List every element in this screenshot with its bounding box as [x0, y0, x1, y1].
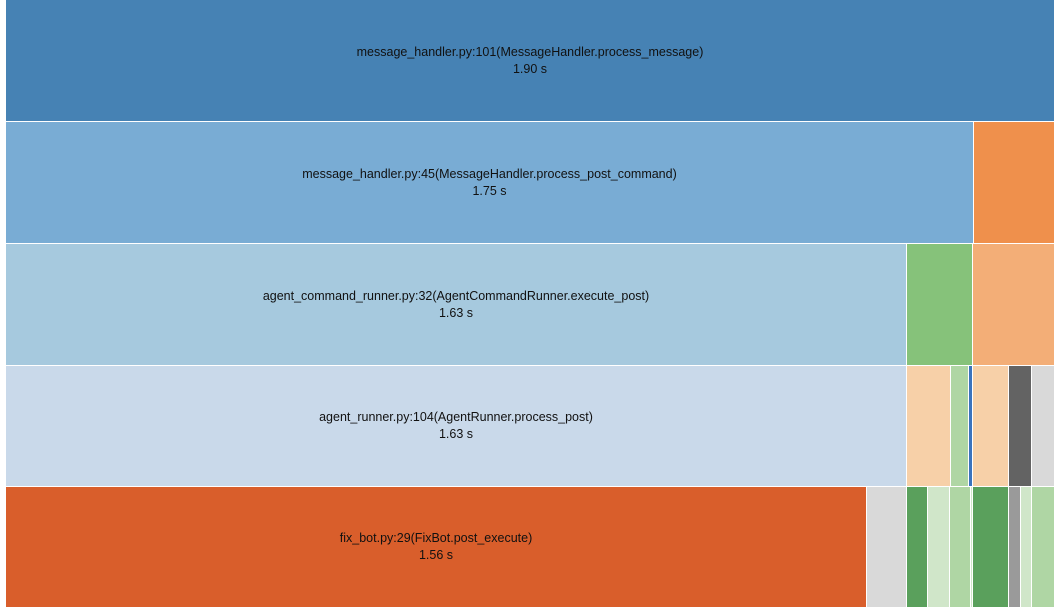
icicle-block-r5-2[interactable] — [867, 487, 907, 608]
icicle-block-r5-7[interactable] — [973, 487, 1009, 608]
icicle-block-r3-1[interactable]: agent_command_runner.py:32(AgentCommandR… — [6, 244, 907, 366]
icicle-block-r2-2[interactable] — [974, 122, 1055, 244]
icicle-block-r4-7[interactable] — [1032, 366, 1055, 487]
icicle-block-r4-5[interactable] — [973, 366, 1009, 487]
icicle-block-r4-2[interactable] — [907, 366, 951, 487]
function-name: message_handler.py:45(MessageHandler.pro… — [302, 166, 677, 181]
block-label: agent_runner.py:104(AgentRunner.process_… — [6, 409, 906, 443]
icicle-block-r5-4[interactable] — [928, 487, 950, 608]
function-name: fix_bot.py:29(FixBot.post_execute) — [339, 531, 533, 545]
icicle-block-r4-3[interactable] — [951, 366, 969, 487]
block-label: message_handler.py:45(MessageHandler.pro… — [6, 166, 973, 200]
icicle-block-r4-1[interactable]: agent_runner.py:104(AgentRunner.process_… — [6, 366, 907, 487]
block-label: agent_command_runner.py:32(AgentCommandR… — [6, 288, 906, 322]
icicle-block-r5-1[interactable]: fix_bot.py:29(FixBot.post_execute) 1.56 s — [6, 487, 867, 608]
function-name: agent_command_runner.py:32(AgentCommandR… — [262, 288, 650, 303]
function-time: 1.63 s — [438, 427, 474, 441]
function-time: 1.75 s — [472, 183, 507, 198]
icicle-block-r5-3[interactable] — [907, 487, 928, 608]
icicle-block-r4-6[interactable] — [1009, 366, 1032, 487]
icicle-block-r5-10[interactable] — [1032, 487, 1055, 608]
function-time: 1.63 s — [438, 305, 474, 320]
function-name: message_handler.py:101(MessageHandler.pr… — [356, 44, 704, 59]
icicle-block-r5-5[interactable] — [950, 487, 971, 608]
icicle-block-r5-9[interactable] — [1021, 487, 1032, 608]
icicle-block-r5-8[interactable] — [1009, 487, 1021, 608]
icicle-block-r3-2[interactable] — [907, 244, 973, 366]
icicle-block-r4-4[interactable] — [969, 366, 973, 487]
block-label: fix_bot.py:29(FixBot.post_execute) 1.56 s — [6, 530, 866, 564]
function-time: 1.90 s — [512, 61, 548, 76]
icicle-block-r1-1[interactable]: message_handler.py:101(MessageHandler.pr… — [6, 0, 1055, 122]
icicle-block-r3-3[interactable] — [973, 244, 1055, 366]
block-label: message_handler.py:101(MessageHandler.pr… — [6, 44, 1054, 78]
function-time: 1.56 s — [418, 548, 454, 562]
function-name: agent_runner.py:104(AgentRunner.process_… — [319, 410, 593, 424]
icicle-block-r2-1[interactable]: message_handler.py:45(MessageHandler.pro… — [6, 122, 974, 244]
